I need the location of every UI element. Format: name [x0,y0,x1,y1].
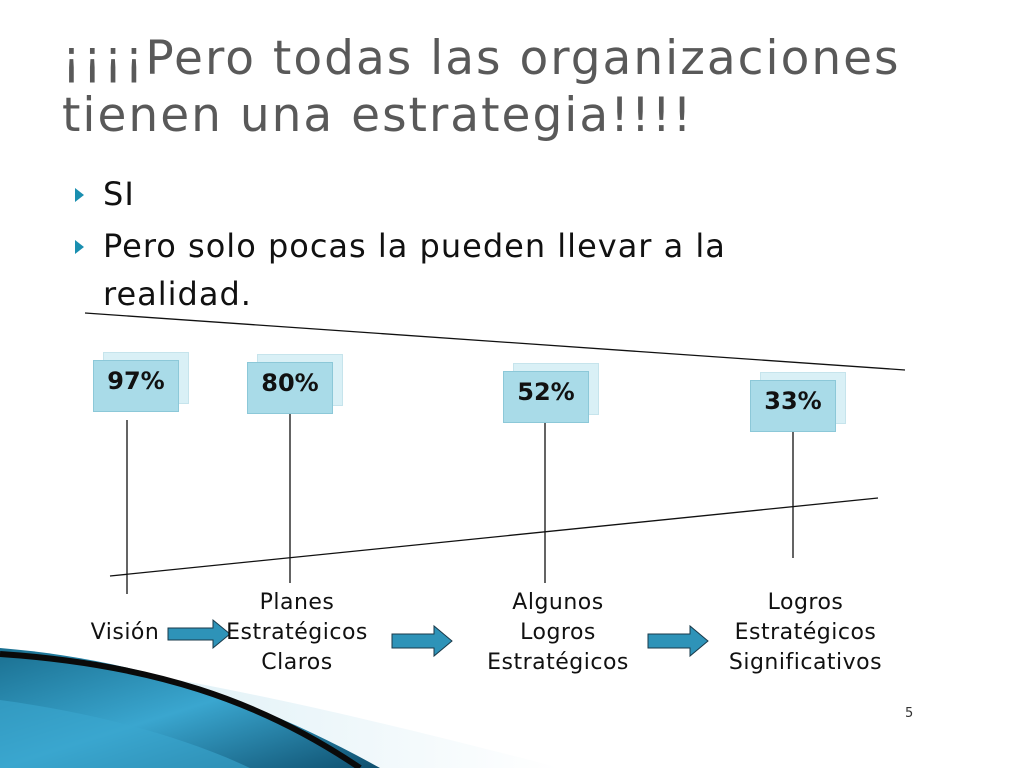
arrow-right-icon [391,624,453,658]
stage-label-planes: Planes Estratégicos Claros [222,588,372,678]
triangle-right-icon [75,240,84,254]
stage-label-line: Significativos [728,650,883,675]
value-label: 33% [750,380,836,432]
value-label: 80% [247,362,333,414]
stage-label-line: Algunos [512,590,604,615]
arrow-right-icon [167,618,231,650]
bullet-item: SI [75,170,835,218]
stage-label-algunos: Algunos Logros Estratégicos [478,588,638,678]
funnel-bottom-line [109,497,879,577]
value-label: 97% [93,360,179,412]
value-box-logros: 33% [750,372,846,432]
stage-label-vision: Visión [80,618,170,648]
stage-label-line: Logros [767,590,844,615]
value-box-planes: 80% [247,354,343,414]
funnel-top-line [84,312,906,371]
value-box-vision: 97% [93,352,189,412]
arrow-right-icon [647,624,709,658]
stage-label-line: Visión [90,620,160,645]
stage-label-line: Planes [259,590,335,615]
stage-label-line: Logros [520,620,596,645]
stage-label-line: Estratégicos [226,620,368,645]
bullet-text: Pero solo pocas la pueden llevar a la re… [103,227,726,313]
stage-label-line: Claros [261,650,333,675]
slide-title: ¡¡¡¡Pero todas las organizaciones tienen… [62,31,901,143]
value-box-algunos: 52% [503,363,599,423]
stage-label-line: Estratégicos [734,620,877,645]
stage-label-logros: Logros Estratégicos Significativos [718,588,893,678]
bullet-item: Pero solo pocas la pueden llevar a la re… [75,222,835,318]
triangle-right-icon [75,188,84,202]
stage-label-line: Estratégicos [487,650,629,675]
page-number: 5 [905,706,914,721]
bullet-text: SI [103,175,135,213]
value-label: 52% [503,371,589,423]
